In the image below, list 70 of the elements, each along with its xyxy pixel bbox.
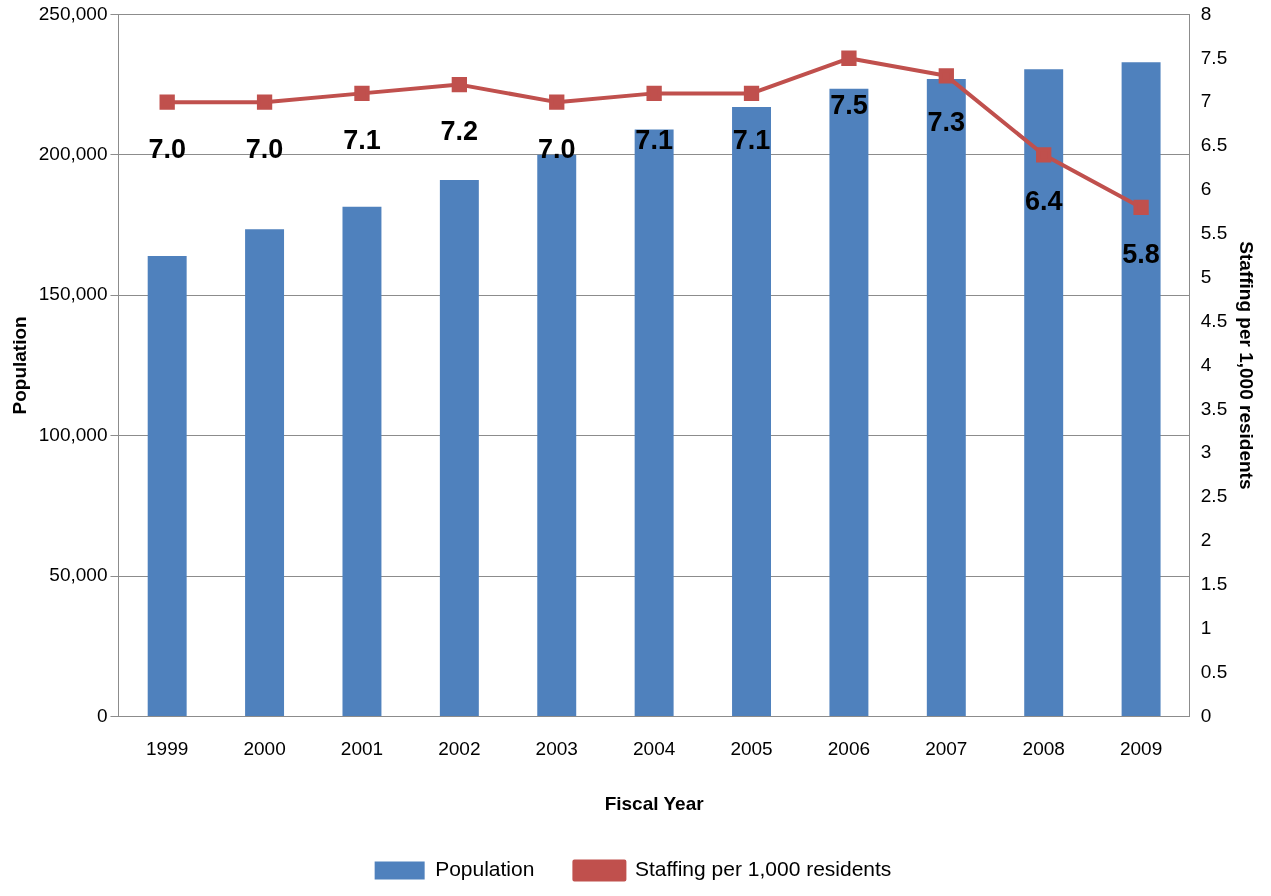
y2-tick-label: 6.5 <box>1200 134 1228 156</box>
y-tick-label: 50,000 <box>49 564 108 586</box>
y2-tick-label: 2.5 <box>1200 485 1228 507</box>
point <box>159 94 175 110</box>
y-axis-title: Population <box>8 316 30 415</box>
point <box>451 76 468 93</box>
y2-tick-label: 4.5 <box>1200 309 1228 331</box>
x-axis-title: Fiscal Year <box>604 792 705 814</box>
bar <box>926 78 966 716</box>
x-tick-label: 2008 <box>1022 738 1065 760</box>
point <box>354 85 370 102</box>
y2-tick-label: 5 <box>1200 265 1212 287</box>
legend-label: Population <box>435 857 535 881</box>
point <box>743 85 760 102</box>
x-tick-label: 2002 <box>438 738 481 760</box>
data-label: 7.1 <box>343 124 381 155</box>
y2-tick-label: 8 <box>1200 2 1212 24</box>
bar <box>147 255 187 716</box>
data-label: 7.5 <box>830 89 868 120</box>
bar <box>1121 62 1161 716</box>
bar <box>342 206 382 716</box>
y-tick-label: 200,000 <box>38 143 108 165</box>
point <box>646 85 662 102</box>
x-tick-label: 2001 <box>340 738 384 760</box>
y-tick-label: 250,000 <box>38 2 108 24</box>
y2-tick-label: 6 <box>1200 178 1212 200</box>
x-tick-label: 2006 <box>827 738 871 760</box>
point <box>1133 199 1149 216</box>
x-tick-label: 2007 <box>925 738 968 760</box>
y2-tick-label: 3.5 <box>1200 397 1228 419</box>
point <box>938 68 954 84</box>
y2-tick-label: 1.5 <box>1200 573 1228 595</box>
y2-tick-label: 0.5 <box>1200 660 1228 682</box>
data-label: 7.2 <box>440 116 479 147</box>
bar <box>634 129 674 716</box>
y2-tick-label: 0 <box>1200 704 1212 726</box>
bar <box>245 229 285 716</box>
x-tick-label: 2009 <box>1119 738 1163 760</box>
data-label: 7.1 <box>635 124 673 155</box>
y-tick-label: 100,000 <box>38 423 108 445</box>
y-tick-label: 0 <box>96 704 108 726</box>
bar <box>439 180 479 716</box>
point <box>841 50 857 66</box>
point <box>256 94 273 110</box>
y2-tick-label: 4 <box>1200 353 1212 375</box>
data-label: 7.1 <box>732 124 771 155</box>
y2-tick-label: 7 <box>1200 90 1212 112</box>
y2-tick-label: 3 <box>1200 441 1212 463</box>
bar <box>1024 69 1064 716</box>
bar <box>732 107 771 716</box>
x-tick-label: 2003 <box>535 738 578 760</box>
y2-tick-label: 1 <box>1200 616 1212 638</box>
data-label: 5.8 <box>1122 238 1160 269</box>
y-tick-label: 150,000 <box>38 283 108 305</box>
data-label: 6.4 <box>1024 186 1063 217</box>
y2-tick-label: 2 <box>1200 529 1212 551</box>
x-tick-label: 1999 <box>146 738 189 760</box>
data-label: 7.0 <box>148 133 186 164</box>
y2-tick-label: 7.5 <box>1200 46 1228 68</box>
x-tick-label: 2004 <box>632 738 676 760</box>
data-label: 7.3 <box>927 107 966 138</box>
y2-tick-label: 5.5 <box>1200 222 1228 244</box>
y2-axis-title: Staffing per 1,000 residents <box>1236 241 1258 490</box>
data-label: 7.0 <box>245 133 284 164</box>
bar <box>829 88 869 716</box>
x-tick-label: 2005 <box>730 738 773 760</box>
x-tick-label: 2000 <box>243 738 286 760</box>
point <box>549 94 565 110</box>
legend-label: Staffing per 1,000 residents <box>634 857 892 881</box>
point <box>1036 147 1052 163</box>
